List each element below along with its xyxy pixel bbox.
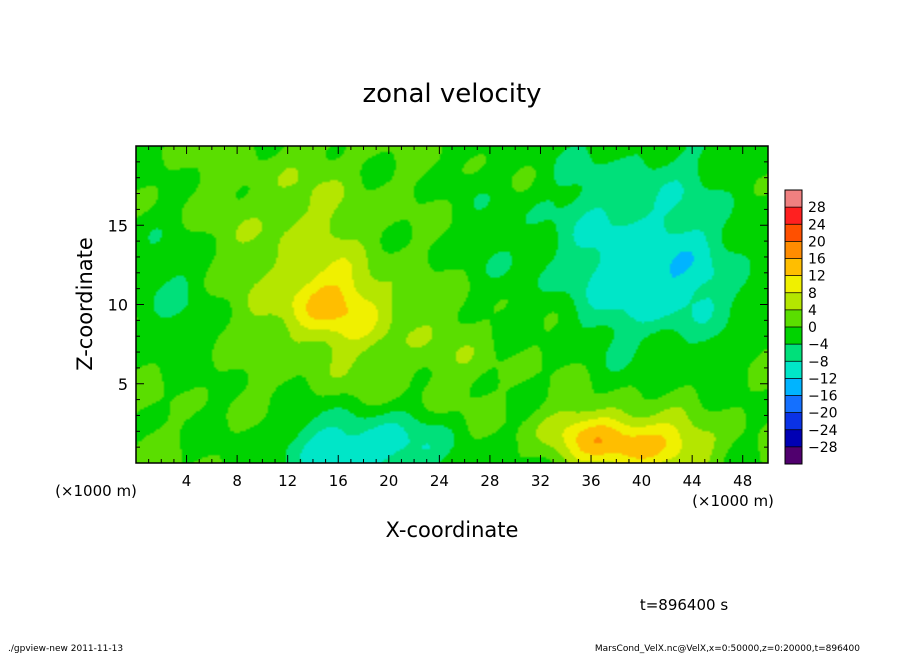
x-tick-label: 8 [232, 472, 242, 490]
y-tick-label: 5 [118, 375, 128, 394]
colorbar-segment [785, 327, 802, 345]
x-tick-label: 40 [632, 472, 651, 490]
colorbar-segment [785, 275, 802, 294]
plot-area [135, 145, 769, 464]
colorbar-segment [785, 429, 802, 448]
colorbar-label: −4 [808, 337, 829, 353]
colorbar-segment [785, 292, 802, 311]
footer-right: MarsCond_VelX.nc@VelX,x=0:50000,z=0:2000… [595, 644, 860, 654]
x-tick-label: 44 [683, 472, 702, 490]
colorbar-label: −16 [808, 389, 838, 405]
colorbar-segment [785, 190, 802, 208]
colorbar-segment [785, 361, 802, 379]
colorbar-label: 28 [808, 200, 826, 216]
y-tick-label: 10 [108, 296, 128, 315]
x-tick-label: 4 [182, 472, 192, 490]
colorbar-label: −28 [808, 440, 838, 456]
colorbar-segment [785, 446, 802, 465]
velocity-field [136, 146, 768, 463]
x-tick-label: 32 [531, 472, 550, 490]
x-tick-label: 20 [379, 472, 398, 490]
y-axis: 5 10 15 [108, 161, 768, 448]
colorbar-segment [785, 309, 802, 328]
chart-title: zonal velocity [362, 79, 541, 109]
colorbar-label: 0 [808, 320, 817, 336]
colorbar-label: −12 [808, 371, 838, 387]
colorbar-label: 4 [808, 303, 817, 319]
colorbar-segment [785, 412, 802, 431]
colorbar-label: −24 [808, 423, 838, 439]
y-tick-label: 15 [108, 216, 128, 235]
colorbar-label: −8 [808, 354, 829, 370]
colorbar-label: 24 [808, 217, 826, 233]
x-tick-label: 36 [581, 472, 600, 490]
colorbar-label: 16 [808, 252, 826, 268]
colorbar-label: 8 [808, 286, 817, 302]
colorbar-segment [785, 395, 802, 414]
x-axis: 4 8 12 16 20 24 28 32 36 40 44 48 [148, 146, 756, 490]
colorbar-label: −20 [808, 406, 838, 422]
colorbar-segment [785, 258, 802, 277]
colorbar-segment [785, 207, 802, 225]
colorbar-segment [785, 241, 802, 259]
x-tick-label: 16 [329, 472, 348, 490]
x-axis-label: X-coordinate [386, 518, 519, 542]
colorbar-segment [785, 378, 802, 396]
x-tick-label: 12 [278, 472, 297, 490]
x-tick-label: 48 [733, 472, 752, 490]
colorbar-label: 20 [808, 234, 826, 250]
colorbar-segment [785, 224, 802, 242]
colorbar-segment [785, 344, 802, 362]
colorbar-label: 12 [808, 269, 826, 285]
x-tick-label: 24 [430, 472, 449, 490]
footer-left: ./gpview-new 2011-11-13 [8, 644, 123, 654]
x-unit-right: (×1000 m) [692, 492, 774, 510]
x-tick-label: 28 [480, 472, 499, 490]
x-unit-left: (×1000 m) [55, 482, 137, 500]
time-label: t=896400 s [640, 596, 728, 614]
y-axis-label: Z-coordinate [73, 237, 97, 371]
